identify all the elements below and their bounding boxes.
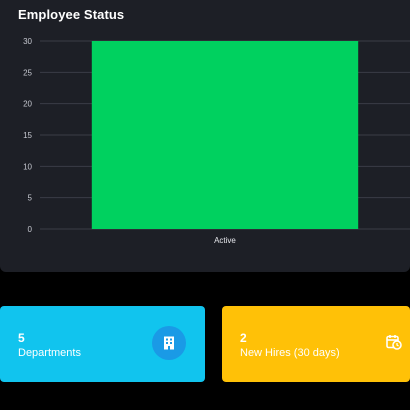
y-tick-label: 15 [23, 131, 32, 140]
new-hires-count: 2 [240, 331, 247, 345]
x-category-label: Active [214, 236, 236, 245]
employee-status-chart: 0 5 10 15 20 25 30 Active [23, 37, 410, 245]
y-tick-label: 0 [28, 225, 33, 234]
calendar-clock-icon [386, 335, 402, 350]
departments-count: 5 [18, 331, 25, 345]
y-tick-label: 20 [23, 100, 32, 109]
departments-icon-badge [152, 326, 186, 360]
y-tick-label: 25 [23, 68, 32, 77]
y-tick-label: 30 [23, 37, 32, 46]
departments-label: Departments [18, 347, 81, 359]
departments-card[interactable]: 5 Departments [0, 306, 205, 382]
x-axis-labels: Active [214, 236, 236, 245]
building-icon [164, 336, 174, 350]
y-axis-ticks: 0 5 10 15 20 25 30 [23, 37, 32, 234]
y-tick-label: 5 [28, 194, 33, 203]
chart-bars [91, 41, 359, 229]
bar-active[interactable] [91, 41, 359, 229]
panel-title: Employee Status [18, 7, 125, 22]
new-hires-label: New Hires (30 days) [240, 347, 340, 359]
employee-status-panel: Employee Status 0 5 10 15 20 25 30 Active [0, 0, 410, 272]
y-tick-label: 10 [23, 162, 32, 171]
new-hires-card[interactable]: 2 New Hires (30 days) [222, 306, 410, 382]
